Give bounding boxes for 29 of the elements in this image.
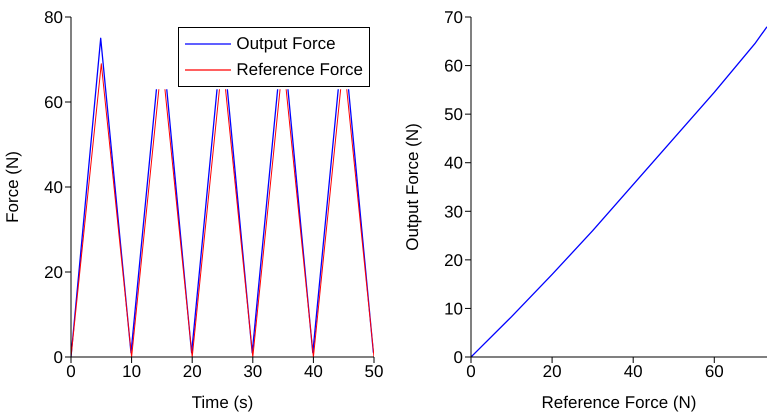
y-tick-label: 60 [444, 56, 463, 76]
y-tick-label: 60 [44, 93, 63, 112]
x-tick-label: 20 [182, 362, 202, 382]
x-axis-title: Time (s) [192, 393, 254, 412]
x-axis-title: Reference Force (N) [542, 393, 696, 412]
x-tick-label: 40 [624, 362, 643, 382]
y-tick-label: 20 [44, 263, 63, 282]
y-tick-label: 50 [444, 105, 463, 124]
y-axis-title: Output Force (N) [403, 123, 422, 251]
x-tick-label: 50 [364, 362, 384, 382]
y-axis-title: Force (N) [3, 151, 22, 223]
x-tick-label: 60 [704, 362, 724, 382]
x-tick-label: 30 [243, 362, 262, 382]
y-tick-label: 30 [444, 202, 463, 222]
y-tick-label: 10 [444, 299, 463, 318]
y-tick-label: 0 [454, 348, 463, 368]
x-tick-label: 20 [542, 362, 562, 382]
y-tick-label: 0 [54, 348, 63, 368]
x-tick-label: 10 [122, 362, 142, 382]
y-tick-label: 70 [444, 8, 463, 28]
y-tick-label: 20 [444, 250, 463, 270]
legend-label: Reference Force [236, 59, 363, 81]
x-tick-label: 40 [304, 362, 323, 382]
x-tick-label: 0 [466, 362, 476, 382]
y-tick-label: 40 [444, 154, 463, 173]
y-tick-label: 80 [44, 8, 63, 28]
x-tick-label: 0 [66, 362, 76, 382]
y-tick-label: 40 [44, 178, 63, 198]
legend-label: Output Force [236, 33, 336, 55]
